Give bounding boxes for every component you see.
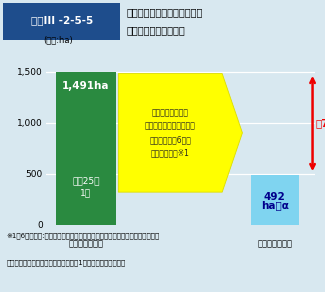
Polygon shape (118, 74, 242, 192)
Text: 1,491ha: 1,491ha (62, 81, 110, 91)
Text: 統合計画作成時: 統合計画作成時 (69, 239, 103, 248)
Text: ※1　6つの施設:那覇港湾施設、牧港補給地区、普天間飛行場、キャンプ瑞慶: ※1 6つの施設:那覇港湾施設、牧港補給地区、普天間飛行場、キャンプ瑞慶 (6, 232, 160, 239)
Text: 区域に関する統合計画: 区域に関する統合計画 (127, 25, 186, 36)
FancyBboxPatch shape (3, 3, 120, 40)
Text: 沖縄における在日米軍施設・: 沖縄における在日米軍施設・ (127, 7, 203, 17)
Text: ha－α: ha－α (261, 200, 289, 210)
Text: 統合計画完了時: 統合計画完了時 (257, 239, 292, 248)
Text: 覧、キャンプ桑江及び陸軍貯油施設第1桑江タンク・ファーム: 覧、キャンプ桑江及び陸軍貯油施設第1桑江タンク・ファーム (6, 259, 126, 266)
Text: 平成25年
1月: 平成25年 1月 (72, 176, 100, 197)
Bar (251, 175, 299, 225)
Text: 図表III -2-5-5: 図表III -2-5-5 (31, 15, 93, 25)
Text: 492: 492 (264, 192, 286, 202)
Text: 約7割減: 約7割減 (315, 119, 325, 128)
Text: 沖縄本島中南部の
人口密集地に所在する、
嘉手納以南の6つの
米軍専用施設※1: 沖縄本島中南部の 人口密集地に所在する、 嘉手納以南の6つの 米軍専用施設※1 (145, 109, 196, 157)
Text: (単位:ha): (単位:ha) (43, 35, 72, 44)
Bar (56, 72, 116, 225)
